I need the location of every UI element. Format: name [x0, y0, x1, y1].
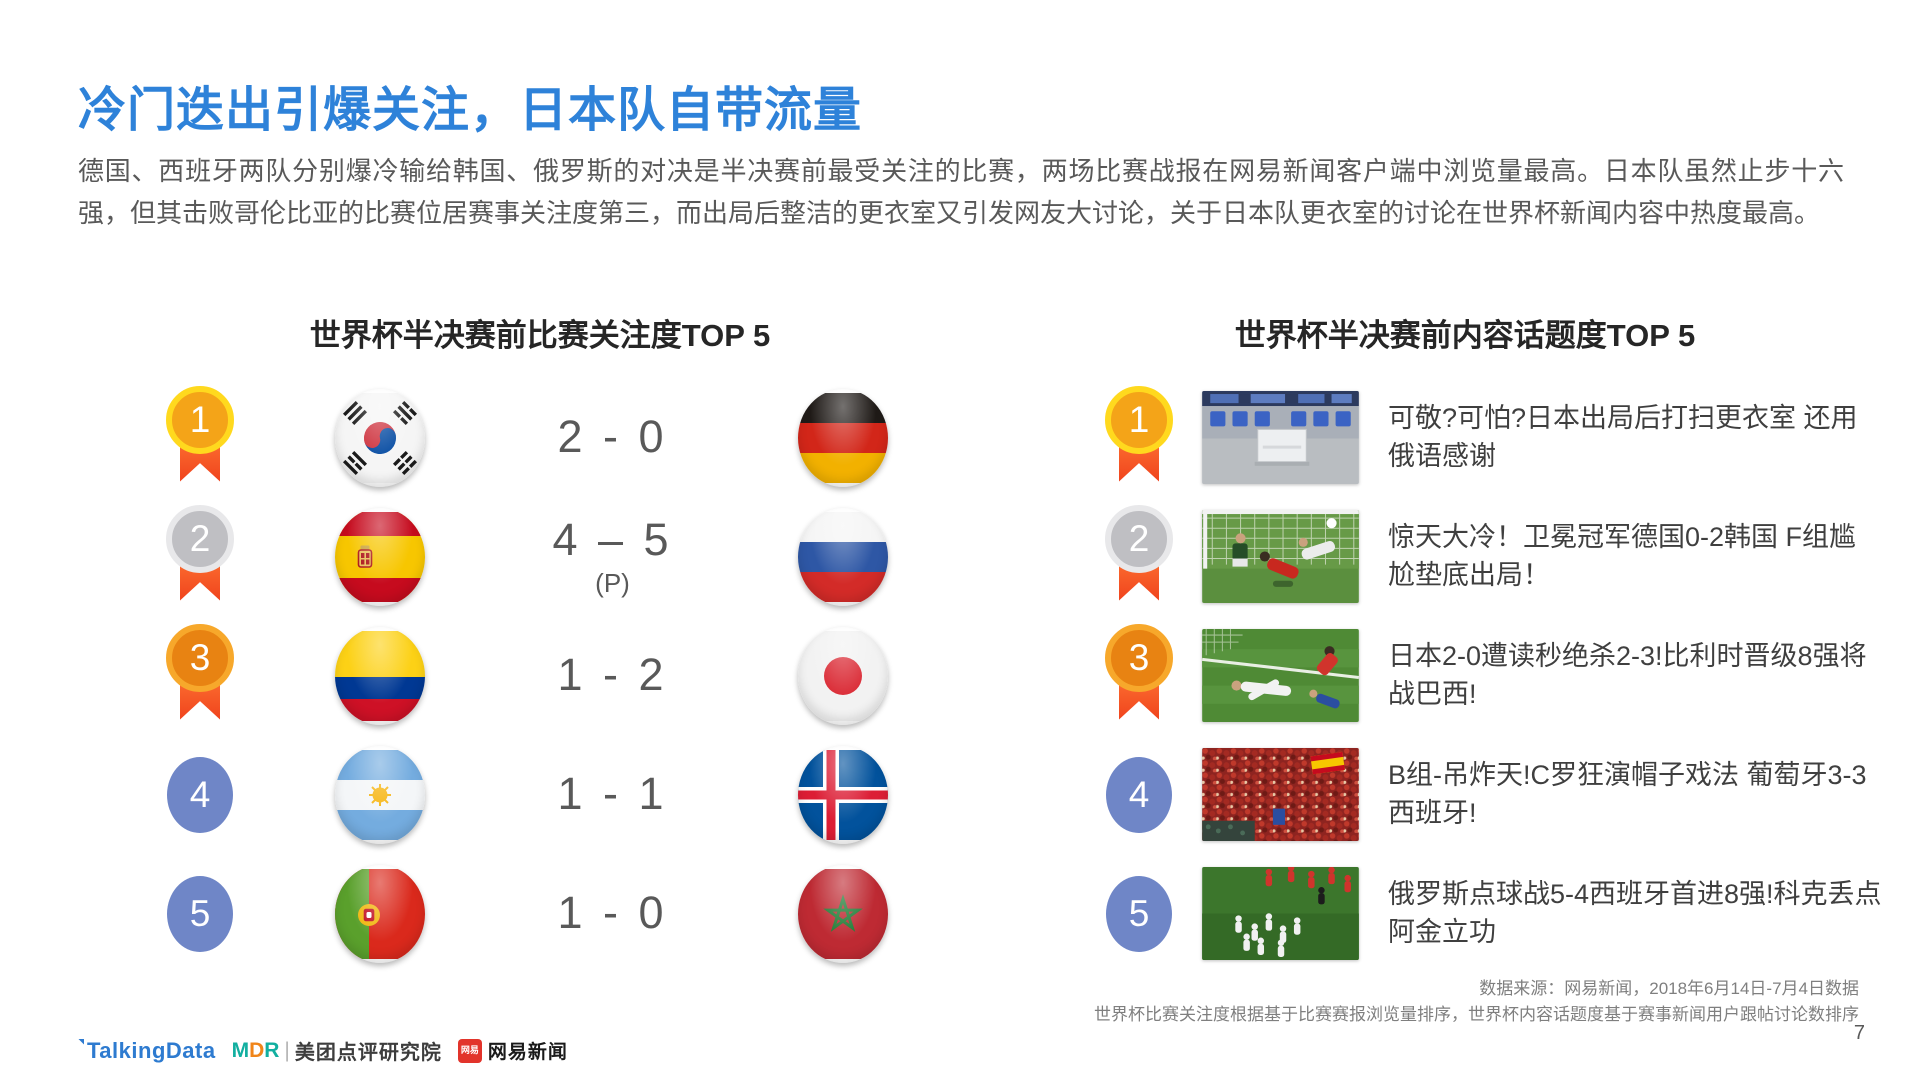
silver-medal-icon: 2 [1104, 504, 1174, 609]
match-row-2: 2 4 – 5 (P) [140, 497, 970, 616]
match-row-3: 3 1 - 2 [140, 616, 970, 735]
topic-headline: 可敬?可怕?日本出局后打扫更衣室 还用俄语感谢 [1388, 402, 1858, 471]
red-crowd-thumbnail [1202, 748, 1359, 841]
gold-medal-icon: 1 [1104, 385, 1174, 490]
rank-number: 5 [189, 892, 211, 934]
match-row-5: 5 1 - 0 [140, 854, 970, 973]
match-row-4: 4 1 - 1 [140, 735, 970, 854]
rank-number: 1 [1128, 398, 1150, 440]
right-section-header: 世界杯半决赛前内容话题度TOP 5 [1234, 318, 1696, 353]
bronze-medal-icon: 3 [165, 623, 235, 728]
rank-number: 2 [1128, 517, 1150, 559]
goalmouth-scramble-thumbnail [1202, 510, 1359, 603]
flag-russia-icon [797, 507, 888, 606]
match-score: 1 - 0 [557, 886, 668, 938]
rank-5-badge: 5 [1106, 875, 1172, 952]
netease-badge-icon: 网易 [457, 1038, 482, 1063]
mdr-letter-r: R [264, 1038, 280, 1062]
topic-row-4: 4 [1098, 735, 1888, 854]
rank-4-badge: 4 [167, 756, 233, 833]
data-source-note: 数据来源：网易新闻，2018年6月14日-7月4日数据 世界杯比赛关注度根据基于… [1094, 976, 1859, 1029]
flag-spain-icon [335, 507, 425, 606]
gold-medal-icon: 1 [165, 385, 235, 490]
match-row-1: 1 2 - 0 [140, 378, 970, 497]
topic-row-5: 5 俄罗斯点球战5-4西班牙首进8强!科克丢点阿金立功 [1098, 854, 1888, 973]
topic-row-2: 2 惊天大冷！卫冕冠军德国0-2韩国 F组尴尬垫底出局！ [1098, 497, 1888, 616]
rank-number: 2 [189, 517, 211, 559]
rank-number: 3 [189, 636, 211, 678]
netease-news-logo: 网易 网易新闻 [457, 1037, 568, 1064]
talkingdata-mark-icon [78, 1038, 84, 1045]
locker-room-thumbnail [1202, 391, 1359, 484]
topic-headline: 惊天大冷！卫冕冠军德国0-2韩国 F组尴尬垫底出局！ [1388, 521, 1857, 590]
team-celebration-thumbnail [1202, 867, 1359, 960]
penalty-note: (P) [595, 568, 630, 598]
mdr-letter-m: M [231, 1038, 250, 1062]
mdr-letter-d: D [249, 1038, 265, 1062]
rank-number: 5 [1128, 892, 1150, 934]
flag-germany-icon [797, 388, 888, 487]
meituan-research-label: 美团点评研究院 [294, 1042, 442, 1064]
match-score: 1 - 1 [557, 767, 668, 819]
rank-number: 4 [1128, 773, 1150, 815]
match-score: 4 – 5 [552, 514, 673, 565]
rank-number: 4 [189, 773, 211, 815]
bronze-medal-icon: 3 [1104, 623, 1174, 728]
players-on-pitch-thumbnail [1202, 629, 1359, 722]
flag-iceland-icon [797, 745, 888, 844]
topic-row-3: 3 日本2-0遭读秒绝杀2-3!比利时晋级8强将战巴西! [1098, 616, 1888, 735]
topic-ranking-panel: 1 可敬?可怕?日本出局后打扫更衣室 还用俄语感谢 [1098, 378, 1888, 973]
mdr-meituan-logo: M D R | 美团点评研究院 [232, 1036, 442, 1065]
flag-portugal-icon [335, 864, 425, 963]
source-line-1: 数据来源：网易新闻，2018年6月14日-7月4日数据 [1479, 979, 1859, 998]
netease-news-label: 网易新闻 [487, 1042, 568, 1063]
flag-argentina-icon [335, 745, 425, 844]
topic-headline: 日本2-0遭读秒绝杀2-3!比利时晋级8强将战巴西! [1388, 640, 1867, 709]
talkingdata-logo: TalkingData [78, 1038, 216, 1064]
flag-south-korea-icon [335, 388, 425, 487]
page-number: 7 [1853, 1022, 1865, 1044]
topic-headline: 俄罗斯点球战5-4西班牙首进8强!科克丢点阿金立功 [1388, 878, 1882, 947]
rank-number: 1 [189, 398, 211, 440]
silver-medal-icon: 2 [165, 504, 235, 609]
match-ranking-panel: 1 2 - 0 [140, 378, 970, 973]
talkingdata-logo-text: TalkingData [87, 1037, 216, 1063]
rank-number: 3 [1128, 636, 1150, 678]
source-line-2: 世界杯比赛关注度根据基于比赛赛报浏览量排序，世界杯内容话题度基于赛事新闻用户跟帖… [1094, 1005, 1859, 1025]
left-section-header: 世界杯半决赛前比赛关注度TOP 5 [309, 318, 771, 353]
match-score: 1 - 2 [557, 648, 668, 700]
footer-logos: TalkingData M D R | 美团点评研究院 网易 网易新闻 [78, 1036, 568, 1065]
intro-paragraph: 德国、西班牙两队分别爆冷输给韩国、俄罗斯的对决是半决赛前最受关注的比赛，两场比赛… [78, 156, 1844, 229]
flag-japan-icon [797, 626, 888, 725]
flag-morocco-icon [797, 864, 888, 963]
match-score: 2 - 0 [557, 410, 668, 462]
topic-row-1: 1 可敬?可怕?日本出局后打扫更衣室 还用俄语感谢 [1098, 378, 1888, 497]
logo-divider: | [284, 1038, 290, 1062]
flag-colombia-icon [335, 626, 425, 725]
topic-headline: B组-吊炸天!C罗狂演帽子戏法 葡萄牙3-3西班牙! [1388, 759, 1867, 828]
rank-5-badge: 5 [167, 875, 233, 952]
rank-4-badge: 4 [1106, 756, 1172, 833]
page-title: 冷门迭出引爆关注，日本队自带流量 [78, 84, 863, 137]
